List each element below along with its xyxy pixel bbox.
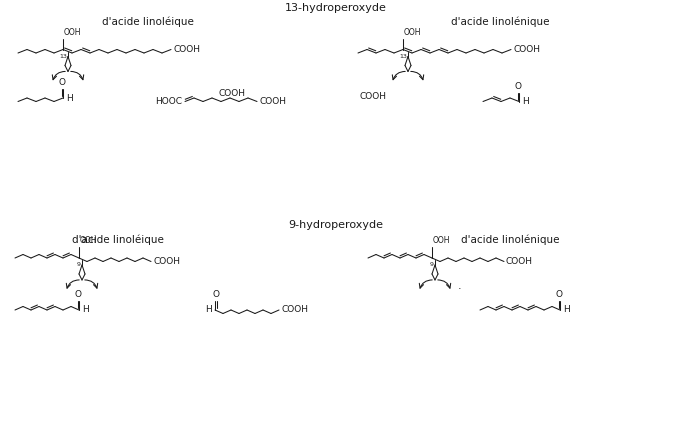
Text: COOH: COOH [219, 89, 246, 98]
Text: O: O [555, 290, 563, 299]
Text: O: O [514, 82, 522, 90]
Text: COOH: COOH [173, 45, 200, 54]
Text: 9-hydroperoxyde: 9-hydroperoxyde [289, 220, 384, 230]
Text: OOH: OOH [80, 236, 98, 245]
Text: .: . [458, 281, 462, 291]
Text: OOH: OOH [404, 27, 421, 36]
Text: 9: 9 [77, 262, 81, 267]
Text: HOOC: HOOC [155, 97, 182, 106]
Text: H: H [66, 94, 73, 103]
Text: COOH: COOH [153, 257, 180, 266]
Text: COOH: COOH [259, 97, 286, 106]
Text: d'acide linolénique: d'acide linolénique [451, 16, 549, 26]
Text: H: H [82, 306, 89, 314]
Text: COOH: COOH [281, 306, 308, 314]
Text: d'acide linoléique: d'acide linoléique [72, 234, 164, 245]
Text: d'acide linoléique: d'acide linoléique [102, 16, 194, 26]
Text: 9: 9 [430, 262, 434, 267]
Text: d'acide linolénique: d'acide linolénique [461, 234, 559, 245]
Text: COOH: COOH [506, 257, 533, 266]
Text: H: H [205, 306, 212, 314]
Text: 13: 13 [59, 53, 67, 59]
Text: COOH: COOH [513, 45, 540, 54]
Text: OOH: OOH [433, 236, 450, 245]
Text: H: H [563, 306, 570, 314]
Text: H: H [522, 97, 529, 106]
Text: COOH: COOH [360, 92, 387, 101]
Text: 13-hydroperoxyde: 13-hydroperoxyde [285, 3, 387, 13]
Text: OOH: OOH [64, 27, 81, 36]
Text: O: O [75, 290, 81, 299]
Text: 13: 13 [399, 53, 407, 59]
Text: O: O [213, 290, 219, 299]
Text: O: O [59, 78, 65, 87]
